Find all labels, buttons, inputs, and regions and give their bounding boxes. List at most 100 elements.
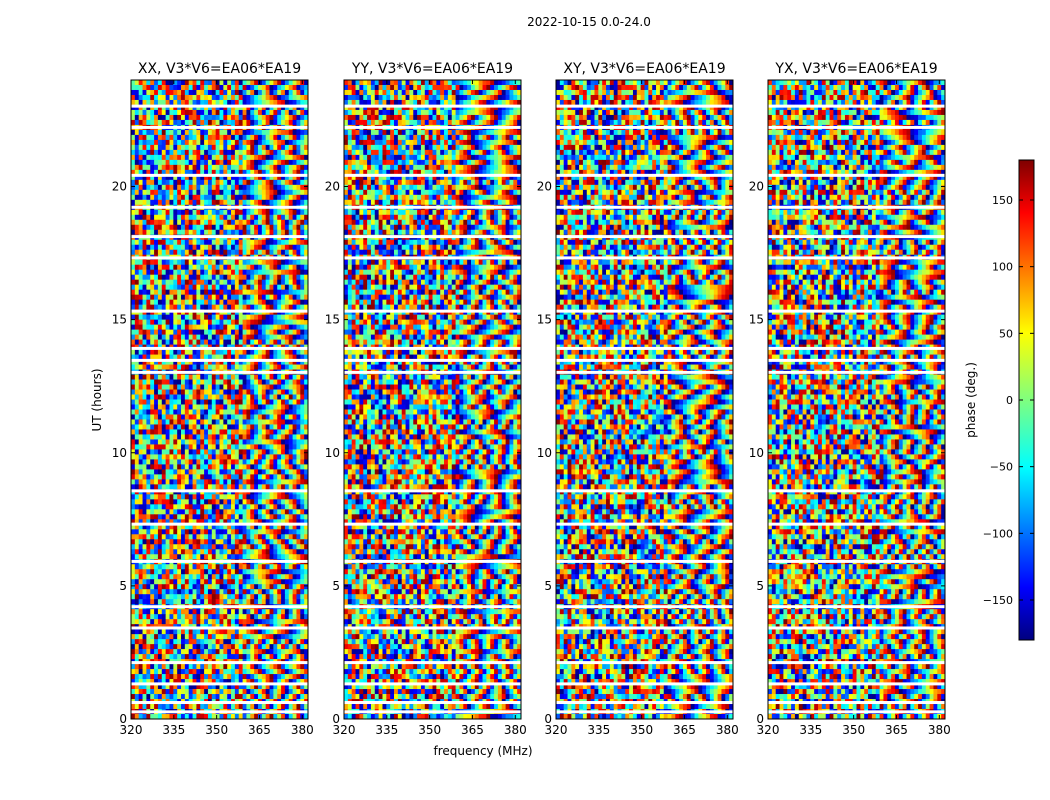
heatmap-cell [277, 80, 282, 86]
heatmap-cell [165, 429, 170, 435]
heatmap-cell [231, 514, 236, 520]
heatmap-cell [277, 109, 282, 116]
heatmap-cell [292, 214, 297, 221]
heatmap-cell [265, 574, 270, 580]
heatmap-cell [150, 339, 155, 345]
heatmap-cell [181, 284, 186, 291]
heatmap-cell [234, 399, 240, 405]
heatmap-cell [254, 299, 259, 306]
heatmap-cell [219, 159, 224, 166]
heatmap-cell [242, 439, 247, 445]
heatmap-cell [142, 169, 147, 176]
heatmap-cell [161, 144, 167, 151]
heatmap-cell [200, 519, 205, 525]
heatmap-cell [157, 154, 163, 161]
heatmap-cell [257, 239, 263, 246]
heatmap-cell [204, 454, 209, 460]
heatmap-cell [184, 514, 190, 520]
heatmap-cell [296, 164, 301, 171]
heatmap-cell [165, 329, 170, 335]
heatmap-cell [300, 314, 305, 321]
heatmap-cell [288, 209, 294, 216]
heatmap-cell [242, 229, 247, 236]
heatmap-cell [288, 199, 294, 206]
heatmap-cell [142, 109, 147, 116]
heatmap-cell [173, 359, 178, 365]
heatmap-cell [169, 394, 174, 400]
heatmap-cell [134, 239, 140, 246]
heatmap-cell [261, 474, 267, 480]
heatmap-cell [281, 419, 286, 425]
heatmap-cell [300, 89, 305, 96]
heatmap-cell [177, 114, 182, 121]
heatmap-cell [157, 459, 163, 465]
heatmap-cell [231, 274, 236, 281]
heatmap-cell [204, 264, 209, 271]
heatmap-cell [288, 364, 294, 370]
heatmap-cell [257, 184, 263, 191]
heatmap-cell [257, 179, 263, 186]
heatmap-cell [192, 589, 197, 595]
heatmap-cell [173, 169, 178, 176]
heatmap-cell [188, 84, 193, 91]
heatmap-cell [277, 419, 282, 425]
heatmap-cell [169, 564, 174, 570]
heatmap-cell [204, 499, 209, 505]
heatmap-cell [281, 459, 286, 465]
heatmap-cell [246, 184, 251, 191]
heatmap-cell [200, 599, 205, 605]
heatmap-cell [207, 464, 213, 470]
heatmap-cell [207, 314, 213, 321]
heatmap-cell [288, 154, 294, 161]
heatmap-cell [261, 159, 267, 166]
heatmap-cell [277, 319, 282, 326]
heatmap-cell [146, 519, 151, 525]
heatmap-cell [169, 114, 174, 121]
heatmap-cell [157, 279, 163, 286]
heatmap-cell [300, 174, 305, 181]
heatmap-cell [284, 239, 290, 246]
heatmap-cell [234, 544, 240, 550]
heatmap-cell [204, 374, 209, 380]
heatmap-cell [165, 219, 170, 226]
heatmap-cell [200, 514, 205, 520]
heatmap-cell [207, 554, 213, 560]
heatmap-cell [234, 84, 240, 91]
heatmap-cell [138, 394, 143, 400]
heatmap-cell [281, 239, 286, 246]
heatmap-cell [161, 449, 167, 455]
heatmap-cell [196, 579, 201, 585]
heatmap-cell [261, 569, 267, 575]
heatmap-cell [250, 169, 255, 176]
heatmap-cell [161, 179, 167, 186]
heatmap-cell [177, 409, 182, 415]
heatmap-cell [154, 324, 159, 331]
heatmap-cell [161, 494, 167, 500]
heatmap-cell [142, 324, 147, 331]
heatmap-cell [261, 349, 267, 355]
heatmap-cell [192, 244, 197, 251]
heatmap-cell [234, 514, 240, 520]
heatmap-cell [173, 439, 178, 445]
heatmap-cell [292, 609, 297, 615]
heatmap-cell [181, 404, 186, 410]
heatmap-cell [288, 414, 294, 420]
heatmap-cell [219, 439, 224, 445]
heatmap-cell [169, 589, 174, 595]
heatmap-cell [246, 99, 251, 106]
heatmap-cell [250, 359, 255, 365]
heatmap-cell [300, 84, 305, 91]
heatmap-cell [265, 174, 270, 181]
heatmap-cell [192, 549, 197, 555]
heatmap-cell [157, 399, 163, 405]
heatmap-cell [207, 239, 213, 246]
heatmap-cell [254, 449, 259, 455]
heatmap-cell [134, 199, 140, 206]
heatmap-cell [284, 519, 290, 525]
heatmap-cell [215, 504, 220, 510]
heatmap-cell [169, 159, 174, 166]
heatmap-cell [211, 114, 217, 121]
heatmap-cell [154, 304, 159, 311]
heatmap-cell [219, 574, 224, 580]
heatmap-cell [296, 564, 301, 570]
